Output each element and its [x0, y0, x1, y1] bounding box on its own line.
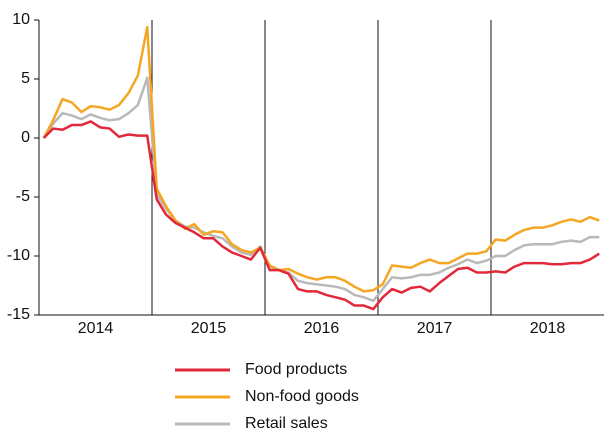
legend-label: Food products [245, 361, 347, 378]
legend-label: Non-food goods [245, 388, 359, 405]
x-tick-label: 2017 [417, 320, 453, 337]
y-tick-label: -15 [7, 306, 30, 323]
x-tick-label: 2014 [78, 320, 114, 337]
series-line [42, 120, 600, 311]
y-tick-label: 0 [21, 129, 30, 146]
y-tick-label: -10 [7, 247, 30, 264]
y-tick-label: 10 [12, 11, 30, 28]
x-tick-label: 2016 [304, 320, 340, 337]
x-tick-label: 2015 [191, 320, 227, 337]
legend-label: Retail sales [245, 415, 328, 432]
y-tick-label: 5 [21, 70, 30, 87]
series-line [42, 25, 600, 293]
series-line [42, 76, 600, 303]
y-tick-label: -5 [16, 188, 30, 205]
x-tick-label: 2018 [530, 320, 566, 337]
